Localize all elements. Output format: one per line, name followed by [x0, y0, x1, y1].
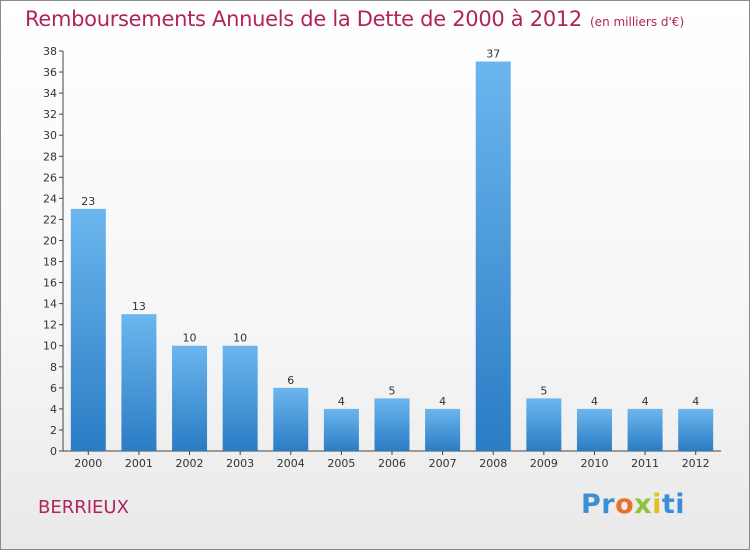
bar-2005	[323, 408, 359, 451]
chart-subtitle: (en milliers d'€)	[590, 15, 685, 29]
x-tick-label: 2002	[176, 457, 204, 470]
y-tick-label: 26	[43, 171, 57, 184]
logo-part-i: i	[652, 489, 662, 520]
logo-part-o: o	[615, 489, 635, 520]
bar-2012	[678, 408, 714, 451]
bar-2003	[222, 345, 258, 451]
y-tick-label: 10	[43, 340, 57, 353]
y-tick-label: 38	[43, 45, 57, 58]
x-tick-label: 2006	[378, 457, 406, 470]
x-tick-label: 2010	[580, 457, 608, 470]
proxiti-logo: Proxiti	[581, 489, 685, 520]
x-tick-label: 2000	[74, 457, 102, 470]
bar-2007	[425, 408, 461, 451]
data-label-2000: 23	[81, 195, 95, 208]
x-tick-label: 2009	[530, 457, 558, 470]
bar-2002	[172, 345, 208, 451]
y-tick-label: 6	[50, 382, 57, 395]
logo-part-x: x	[634, 489, 653, 520]
x-tick-label: 2001	[125, 457, 153, 470]
x-tick-label: 2007	[429, 457, 457, 470]
bar-2008	[475, 61, 511, 452]
x-tick-label: 2004	[277, 457, 305, 470]
y-tick-label: 24	[43, 192, 57, 205]
y-tick-label: 18	[43, 256, 57, 269]
bar-2010	[576, 408, 612, 451]
y-tick-label: 36	[43, 66, 57, 79]
y-tick-label: 14	[43, 298, 57, 311]
chart-title: Remboursements Annuels de la Dette de 20…	[25, 7, 684, 31]
data-label-2011: 4	[642, 395, 649, 408]
data-label-2006: 5	[389, 384, 396, 397]
y-tick-label: 8	[50, 361, 57, 374]
data-label-2012: 4	[692, 395, 699, 408]
bar-2009	[526, 398, 562, 451]
chart-bars: 23 13 10 10 6 4 5 4 37 5 4 4 4	[70, 48, 714, 452]
chart-title-text: Remboursements Annuels de la Dette de 20…	[25, 7, 582, 31]
data-label-2008: 37	[486, 48, 500, 61]
y-tick-label: 20	[43, 234, 57, 247]
bar-2011	[627, 408, 663, 451]
y-tick-label: 28	[43, 150, 57, 163]
y-tick-label: 16	[43, 277, 57, 290]
data-label-2010: 4	[591, 395, 598, 408]
data-label-2001: 13	[132, 300, 146, 313]
y-tick-label: 34	[43, 87, 57, 100]
data-label-2002: 10	[183, 332, 197, 345]
bar-2001	[121, 314, 157, 451]
x-tick-label: 2008	[479, 457, 507, 470]
town-name: BERRIEUX	[38, 497, 129, 518]
y-tick-label: 30	[43, 129, 57, 142]
logo-part-pr: Pr	[581, 489, 616, 520]
y-tick-label: 22	[43, 213, 57, 226]
bar-2004	[273, 387, 309, 451]
logo-part-ti: ti	[661, 489, 686, 520]
y-tick-label: 2	[50, 424, 57, 437]
bar-2006	[374, 398, 410, 451]
x-tick-label: 2012	[682, 457, 710, 470]
data-label-2003: 10	[233, 332, 247, 345]
x-tick-label: 2011	[631, 457, 659, 470]
y-tick-label: 0	[50, 445, 57, 458]
x-tick-label: 2003	[226, 457, 254, 470]
y-tick-label: 32	[43, 108, 57, 121]
y-tick-label: 12	[43, 319, 57, 332]
y-tick-label: 4	[50, 403, 57, 416]
data-label-2007: 4	[439, 395, 446, 408]
bar-2000	[70, 208, 106, 451]
x-tick-label: 2005	[327, 457, 355, 470]
data-label-2005: 4	[338, 395, 345, 408]
data-label-2004: 6	[287, 374, 294, 387]
data-label-2009: 5	[540, 384, 547, 397]
